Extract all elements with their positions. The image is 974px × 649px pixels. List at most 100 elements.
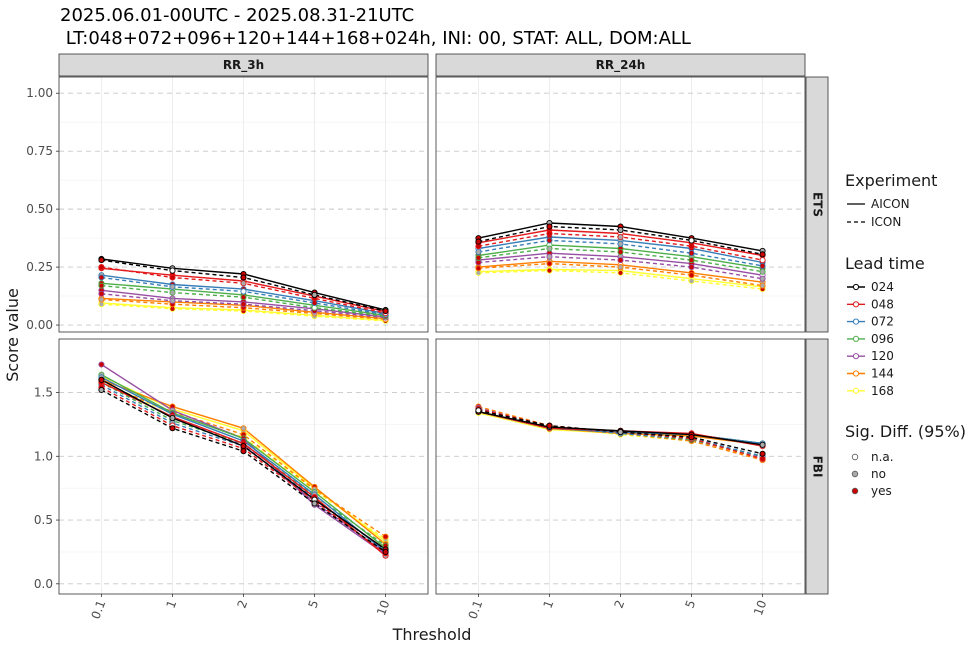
series-line-024-icon	[478, 409, 763, 455]
data-point	[98, 386, 105, 394]
data-point	[240, 301, 247, 308]
data-point	[382, 533, 389, 540]
data-point	[759, 268, 766, 275]
panel-FBI-RR_3h	[58, 338, 429, 595]
data-point	[382, 308, 389, 315]
legend-title-experiment: Experiment	[845, 171, 937, 190]
data-point	[546, 253, 553, 260]
data-point	[688, 264, 695, 271]
panel-ETS-RR_3h	[58, 76, 429, 333]
column-strip-label: RR_3h	[223, 58, 264, 73]
legend-label-aicon: AICON	[871, 197, 910, 211]
data-point	[240, 274, 247, 281]
lead-key-marker-168	[852, 387, 860, 394]
data-point	[382, 548, 389, 555]
row-strip-label: FBI	[811, 456, 825, 478]
data-point	[617, 264, 624, 271]
data-point	[169, 283, 176, 290]
data-point	[546, 245, 553, 252]
data-point	[240, 425, 247, 432]
x-tick-label: 5	[683, 598, 699, 610]
x-tick-label: 1	[541, 598, 557, 610]
data-point	[98, 264, 105, 271]
row-strip-label: ETS	[811, 192, 825, 217]
data-point	[546, 260, 553, 267]
x-tick-label: 0.1	[466, 598, 486, 621]
data-point	[759, 282, 766, 289]
data-point	[475, 407, 482, 414]
data-point	[98, 361, 105, 368]
data-point	[759, 262, 766, 269]
sig-na-marker	[851, 453, 859, 461]
y-axis-title: Score value	[3, 288, 22, 382]
legend-title-significance: Sig. Diff. (95%)	[845, 422, 966, 441]
x-tick-label: 2	[612, 598, 628, 610]
y-tick-label: 0.25	[26, 260, 53, 274]
data-point	[759, 450, 766, 457]
data-point	[240, 294, 247, 301]
data-point	[240, 280, 247, 287]
title-line-1: 2025.06.01-00UTC - 2025.08.31-21UTC	[60, 5, 414, 26]
lead-key-label-120: 120	[871, 349, 894, 363]
data-point	[98, 282, 105, 289]
data-point	[546, 230, 553, 237]
data-point	[169, 414, 176, 422]
data-point	[311, 500, 318, 507]
legend-label-sig-no: no	[871, 467, 886, 481]
data-point	[688, 277, 695, 285]
data-point	[475, 238, 482, 245]
data-point	[169, 289, 176, 296]
x-tick-label: 10	[751, 598, 769, 617]
x-tick-label: 5	[306, 598, 322, 610]
data-point	[617, 233, 624, 241]
y-tick-label: 1.0	[34, 449, 53, 463]
legend-label-icon: ICON	[871, 215, 901, 229]
data-point	[688, 250, 695, 257]
y-tick-label: 0.50	[26, 202, 53, 216]
data-point	[759, 441, 766, 448]
panel-border	[58, 76, 429, 333]
data-point	[98, 257, 105, 264]
data-point	[759, 275, 766, 282]
data-point	[617, 269, 624, 276]
lead-key-marker-144	[852, 370, 860, 377]
data-point	[688, 272, 695, 279]
x-axis-title: Threshold	[392, 625, 472, 644]
data-point	[475, 265, 482, 272]
lead-key-marker-048	[852, 301, 860, 308]
legend-title-lead-time: Lead time	[845, 254, 925, 273]
lead-key-marker-096	[852, 335, 860, 342]
column-strip	[58, 53, 429, 77]
x-tick-label: 2	[235, 598, 251, 610]
data-point	[98, 296, 105, 303]
data-point	[617, 429, 624, 436]
data-point	[617, 226, 624, 234]
data-point	[688, 237, 695, 244]
lead-key-marker-120	[852, 353, 860, 360]
y-tick-label: 0.00	[26, 318, 53, 332]
data-point	[759, 455, 766, 462]
data-point	[688, 243, 695, 250]
lead-key-label-024: 024	[871, 280, 894, 294]
data-point	[688, 434, 695, 441]
series-line-144-icon	[478, 405, 763, 461]
data-point	[617, 257, 624, 264]
lead-time-legend-keys: 024 048 072 096 120 144 168	[847, 280, 894, 398]
data-point	[546, 223, 553, 230]
lead-key-label-072: 072	[871, 315, 894, 329]
data-point	[617, 240, 624, 247]
series-line-072-icon	[478, 408, 763, 457]
title-line-2: LT:048+072+096+120+144+168+024h, INI: 00…	[60, 28, 691, 49]
data-point	[98, 274, 105, 281]
column-strip-label: RR_24h	[596, 58, 646, 73]
data-point	[240, 448, 247, 455]
data-point	[311, 291, 318, 298]
lead-key-marker-024	[852, 283, 860, 291]
data-point	[169, 297, 176, 304]
row-strip	[805, 76, 829, 333]
y-tick-label: 1.5	[34, 386, 53, 400]
panel-ETS-RR_24h	[435, 76, 806, 333]
data-point	[546, 422, 553, 429]
data-point	[617, 248, 624, 256]
